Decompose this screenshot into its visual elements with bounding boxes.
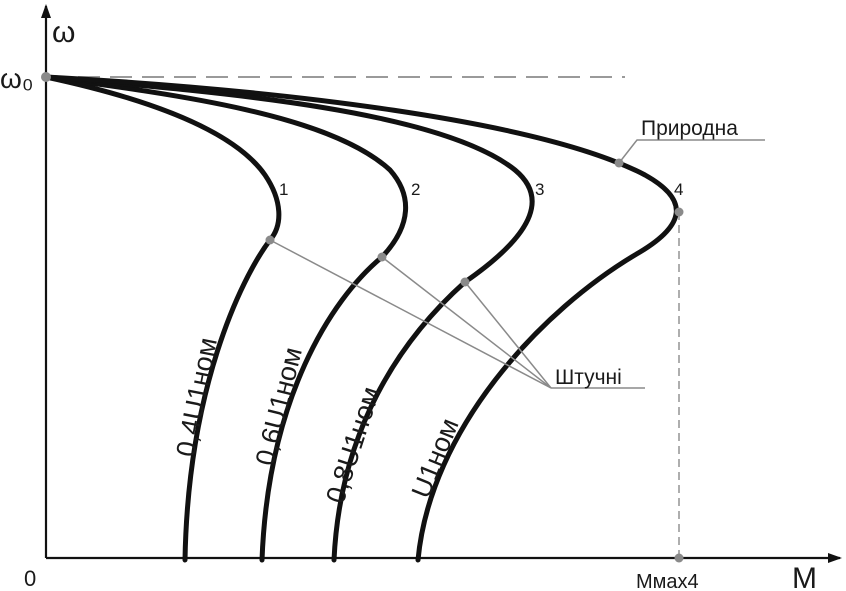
- natural-curve-point: [614, 158, 624, 168]
- curve-3-voltage-label: 0,8U1ном: [320, 383, 386, 507]
- curve-4-number: 4: [674, 180, 683, 199]
- curve-3-number: 3: [535, 180, 544, 199]
- artificial-leader-1: [269, 239, 552, 389]
- omega0-label: ω₀: [0, 63, 33, 94]
- curve-3: [43, 74, 535, 563]
- natural-callout-label: Природна: [641, 117, 738, 140]
- curve-2-number: 2: [411, 180, 420, 199]
- max-torque-point-4: [674, 207, 684, 217]
- natural-leader-line: [618, 139, 765, 164]
- curve-4-voltage-label: U1ном: [406, 414, 465, 502]
- x-axis-label: M: [792, 562, 817, 591]
- artificial-leader-2: [381, 256, 552, 389]
- artificial-callout-label: Штучні: [555, 366, 622, 389]
- curve-2-point: [377, 252, 387, 262]
- curve-3-point: [460, 277, 470, 287]
- curve-2-voltage-label: 0,6U1ном: [250, 344, 308, 468]
- mmax-label: Mмах4: [636, 571, 699, 591]
- omega0-point: [41, 72, 51, 82]
- artificial-leader-3: [464, 281, 552, 389]
- curve-2: [43, 74, 409, 563]
- origin-label: 0: [24, 566, 36, 591]
- curve-4: [43, 74, 679, 563]
- y-axis-label: ω: [52, 16, 75, 49]
- curve-1: [43, 74, 282, 563]
- curve-1-point: [265, 235, 275, 245]
- curve-1-voltage-label: 0,4U1ном: [170, 335, 222, 459]
- curve-1-number: 1: [279, 180, 288, 199]
- mmax-axis-point: [674, 553, 684, 563]
